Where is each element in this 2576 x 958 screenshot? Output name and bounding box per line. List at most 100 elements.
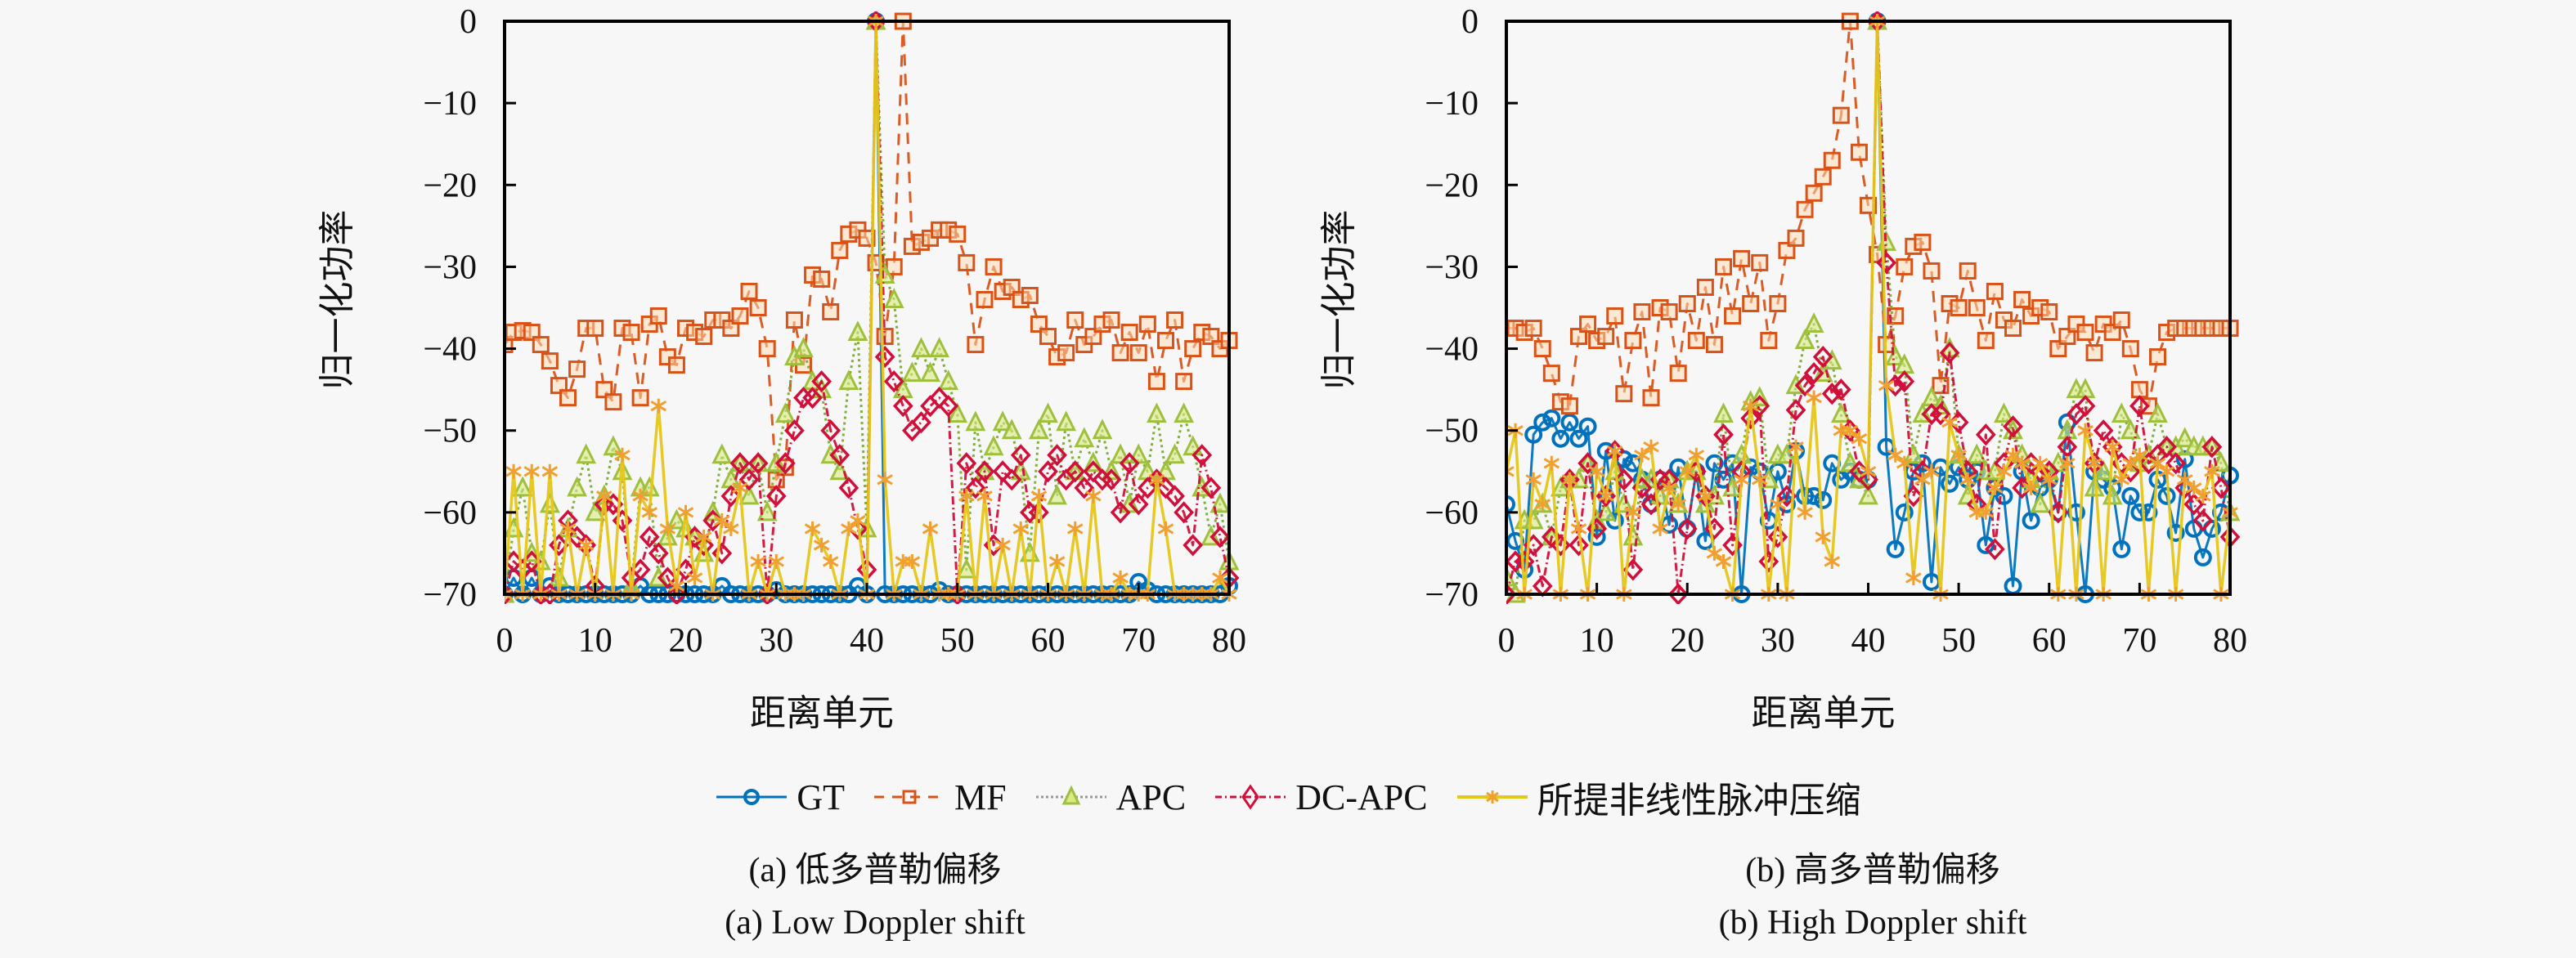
data-point-apc [965, 410, 986, 432]
data-point-dc-apc [711, 542, 733, 565]
x-tick-label: 20 [1670, 622, 1704, 660]
data-point-proposed [1148, 472, 1165, 487]
y-tick-label: −60 [423, 495, 477, 532]
series-group [505, 11, 1239, 604]
data-point-apc [576, 443, 597, 464]
data-point-dc-apc [1183, 534, 1204, 557]
data-point-mf [1642, 389, 1660, 407]
data-point-apc [585, 500, 606, 522]
data-point-mf [1560, 397, 1578, 415]
data-point-dc-apc [1586, 517, 1607, 540]
data-point-mf [1914, 233, 1932, 251]
data-point-mf [1202, 328, 1220, 346]
data-point-dc-apc [1568, 534, 1589, 557]
data-point-proposed [976, 488, 993, 504]
data-point-dc-apc [802, 387, 823, 410]
data-point-dc-apc [1074, 477, 1095, 499]
data-point-dc-apc [2210, 477, 2232, 499]
data-point-dc-apc [693, 534, 715, 557]
data-point-dc-apc [1506, 583, 1517, 604]
data-point-proposed [577, 537, 595, 553]
data-point-proposed [813, 537, 830, 553]
data-point-dc-apc [838, 477, 859, 499]
data-point-dc-apc [2003, 415, 2023, 438]
legend-label-proposed: 所提非线性脉冲压缩 [1537, 781, 1861, 821]
data-point-mf [695, 328, 713, 346]
data-point-mf [1923, 262, 1941, 280]
data-point-dc-apc [1803, 362, 1824, 385]
data-point-dc-apc [1985, 538, 2005, 561]
data-point-mf [1156, 332, 1174, 350]
data-point-proposed [1914, 472, 1931, 487]
x-axis-title: 距离单元 [750, 692, 894, 734]
legend-label-dc-apc: DC-APC [1295, 777, 1428, 817]
y-tick-label: −20 [423, 167, 477, 204]
x-tick-label: 0 [496, 622, 514, 660]
legend-label-gt: GT [797, 777, 846, 817]
data-point-apc [2084, 476, 2105, 497]
data-point-mf [2149, 348, 2166, 366]
data-point-proposed [1661, 480, 1677, 495]
data-point-mf [822, 303, 840, 321]
data-point-proposed [1824, 553, 1841, 569]
data-point-proposed [1842, 423, 1859, 438]
data-point-dc-apc [1128, 493, 1149, 516]
data-point-mf [1120, 324, 1138, 342]
data-point-mf [1084, 328, 1102, 346]
data-point-mf [1742, 294, 1760, 312]
data-point-apc [711, 443, 733, 464]
x-tick-label: 40 [1851, 622, 1886, 660]
data-point-dc-apc [720, 485, 742, 508]
data-point-dc-apc [738, 468, 760, 491]
data-point-mf [622, 324, 640, 342]
data-point-mf [2076, 324, 2094, 342]
data-point-proposed [2204, 463, 2220, 479]
data-point-mf [1724, 307, 1742, 325]
data-point-dc-apc [657, 566, 678, 589]
data-point-apc [1001, 419, 1022, 440]
data-point-mf [1832, 106, 1850, 124]
data-point-apc [829, 459, 850, 481]
data-point-mf [1669, 365, 1687, 383]
data-point-proposed [904, 553, 921, 569]
x-tick-label: 50 [1941, 622, 1976, 660]
data-point-proposed [2158, 463, 2175, 479]
data-point-proposed [2185, 480, 2202, 495]
data-point-apc [920, 361, 940, 383]
data-point-apc [992, 410, 1013, 432]
data-point-dc-apc [1010, 444, 1031, 467]
data-point-mf [532, 336, 550, 354]
data-point-dc-apc [811, 370, 832, 393]
data-point-gt [1542, 409, 1561, 428]
data-point-proposed [1157, 521, 1174, 536]
data-point-proposed [1112, 570, 1129, 585]
data-point-dc-apc [1047, 444, 1067, 467]
data-point-apc [1074, 427, 1095, 448]
data-point-mf [958, 253, 976, 271]
data-point-proposed [559, 521, 577, 536]
data-point-dc-apc [883, 370, 904, 393]
x-tick-label: 40 [850, 622, 884, 660]
data-point-dc-apc [1119, 452, 1140, 475]
data-point-mf [505, 336, 514, 354]
data-point-dc-apc [956, 452, 977, 475]
y-tick-label: −10 [1425, 85, 1479, 123]
data-point-proposed [2004, 447, 2022, 463]
data-point-mf [1896, 257, 1914, 275]
data-point-dc-apc [639, 526, 660, 548]
data-point-mf [2040, 303, 2058, 321]
legend-swatch-mf-icon [874, 790, 945, 804]
data-point-mf [1986, 282, 2004, 300]
data-point-proposed [523, 463, 540, 479]
data-point-gt [1941, 474, 1959, 493]
data-point-proposed [1878, 378, 1895, 393]
data-point-gt [1524, 425, 1543, 444]
data-point-mf [523, 324, 541, 342]
data-point-proposed [822, 553, 839, 569]
data-point-mf [1570, 328, 1587, 346]
data-point-gt [2193, 548, 2212, 566]
data-point-apc [512, 476, 533, 497]
y-tick-label: −40 [423, 331, 477, 369]
data-point-mf [722, 320, 740, 338]
data-point-proposed [714, 513, 730, 528]
